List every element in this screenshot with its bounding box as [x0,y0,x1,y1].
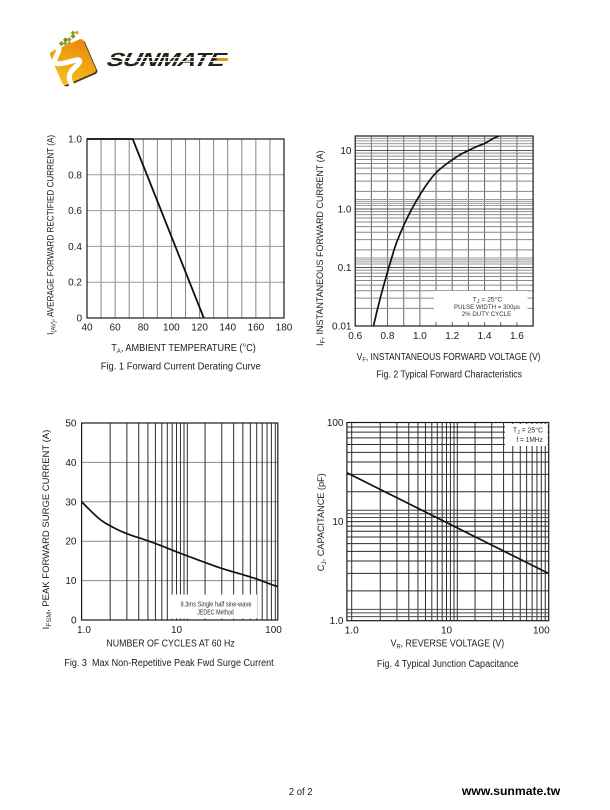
svg-text:VF, INSTANTANEOUS FORWARD VOLT: VF, INSTANTANEOUS FORWARD VOLTAGE (V) [357,352,541,364]
svg-text:100: 100 [533,626,550,637]
svg-text:TA, AMBIENT TEMPERATURE (°C): TA, AMBIENT TEMPERATURE (°C) [111,343,256,355]
svg-text:180: 180 [276,323,293,334]
svg-text:100: 100 [265,625,282,636]
svg-text:100: 100 [163,323,180,334]
svg-text:IF, INSTANTANEOUS FORWARD CURR: IF, INSTANTANEOUS FORWARD CURRENT (A) [315,150,327,346]
svg-text:f = 1MHz: f = 1MHz [516,437,543,444]
svg-text:Fig. 4 Typical Junction Capaci: Fig. 4 Typical Junction Capacitance [377,659,519,670]
svg-text:140: 140 [219,323,236,334]
svg-text:I(AV), AVERAGE FORWARD RECTIFI: I(AV), AVERAGE FORWARD RECTIFIED CURRENT… [46,135,58,335]
svg-text:80: 80 [138,323,150,334]
svg-text:8.3ms Single half sine-wave: 8.3ms Single half sine-wave [181,599,252,608]
svg-text:0: 0 [76,314,82,325]
svg-text:0.4: 0.4 [68,242,82,253]
svg-text:160: 160 [248,323,265,334]
svg-text:Fig. 2 Typical Forward Charact: Fig. 2 Typical Forward Characteristics [376,370,522,381]
svg-text:20: 20 [65,537,77,548]
svg-text:2 of 2: 2 of 2 [289,787,313,798]
svg-text:0.01: 0.01 [332,322,352,333]
svg-text:Fig. 3 Max Non-Repetitive Pea: Fig. 3 Max Non-Repetitive Peak Fwd Surge… [64,658,274,669]
svg-text:120: 120 [191,323,208,334]
svg-text:IFSM, PEAK FORWARD SURGE CURRE: IFSM, PEAK FORWARD SURGE CURRENT (A) [41,430,53,630]
svg-text:0.8: 0.8 [68,170,82,181]
svg-text:30: 30 [65,497,77,508]
svg-text:40: 40 [65,458,77,469]
svg-text:0.8: 0.8 [381,331,395,342]
svg-text:0: 0 [71,616,77,627]
svg-text:1.0: 1.0 [330,616,344,627]
svg-text:10: 10 [171,625,183,636]
svg-text:1.6: 1.6 [510,331,524,342]
svg-text:50: 50 [65,419,77,430]
svg-text:1.0: 1.0 [77,625,91,636]
svg-text:1.0: 1.0 [345,626,359,637]
svg-text:1.4: 1.4 [478,331,492,342]
svg-text:2% DUTY CYCLE: 2% DUTY CYCLE [462,311,512,318]
svg-text:NUMBER OF CYCLES AT 60 Hz: NUMBER OF CYCLES AT 60 Hz [106,639,234,650]
svg-text:0.1: 0.1 [338,263,352,274]
svg-text:TJ = 25°C: TJ = 25°C [473,296,503,306]
svg-text:JEDEC Method: JEDEC Method [197,608,234,617]
svg-text:100: 100 [327,418,344,429]
svg-text:CJ, CAPACITANCE (pF): CJ, CAPACITANCE (pF) [316,473,328,571]
svg-text:SUNMATE: SUNMATE [105,49,229,70]
svg-text:0.6: 0.6 [348,331,362,342]
svg-text:60: 60 [110,323,122,334]
svg-text:1.0: 1.0 [68,135,82,146]
svg-text:0.6: 0.6 [68,206,82,217]
svg-text:PULSE WIDTH = 300µs: PULSE WIDTH = 300µs [454,304,521,311]
svg-text:1.0: 1.0 [338,205,352,216]
svg-text:VR, REVERSE VOLTAGE (V): VR, REVERSE VOLTAGE (V) [391,638,505,650]
svg-text:1.0: 1.0 [413,331,427,342]
svg-text:1.2: 1.2 [445,331,459,342]
svg-text:10: 10 [441,626,453,637]
svg-text:www.sunmate.tw: www.sunmate.tw [461,784,561,798]
svg-text:10: 10 [332,517,344,528]
svg-text:10: 10 [65,576,77,587]
svg-text:10: 10 [340,146,352,157]
svg-text:Fig. 1 Forward Current Deratin: Fig. 1 Forward Current Derating Curve [101,362,262,373]
svg-text:40: 40 [81,323,93,334]
svg-text:TJ = 25°C: TJ = 25°C [513,426,543,436]
svg-text:0.2: 0.2 [68,278,82,289]
